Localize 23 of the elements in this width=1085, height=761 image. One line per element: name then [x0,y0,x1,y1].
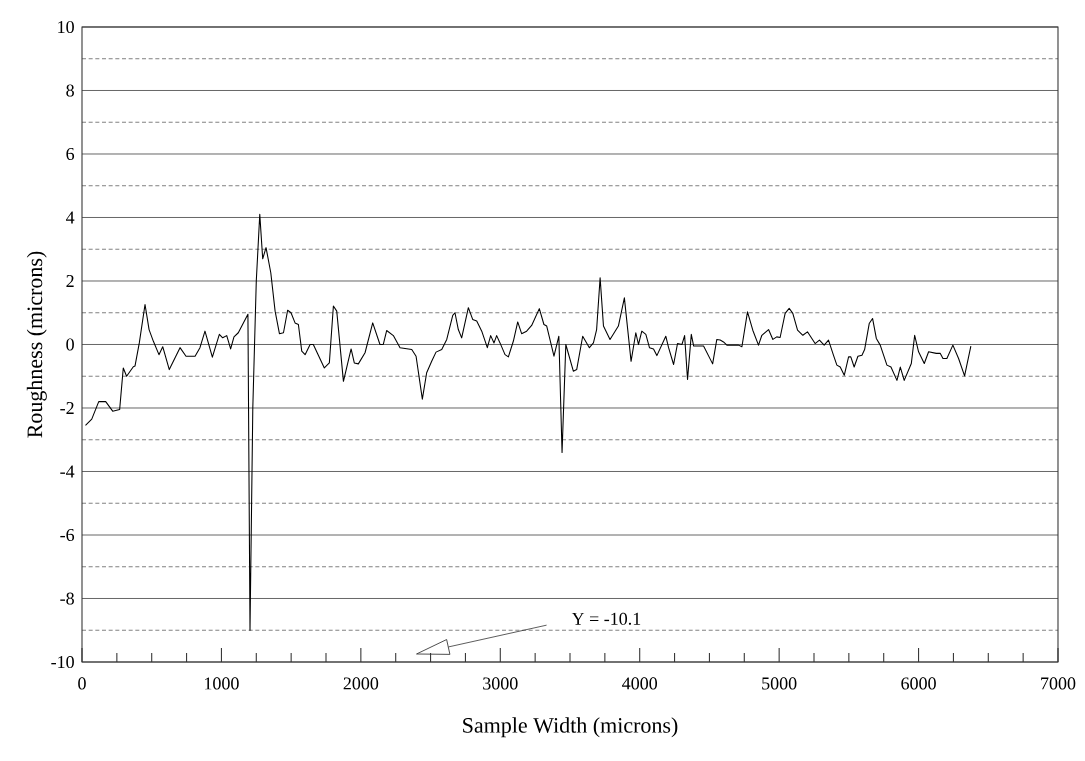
x-axis-title: Sample Width (microns) [463,717,678,738]
y-tick-label: 0 [66,338,74,351]
x-tick-label: 2000 [343,677,379,690]
annotation: Y = -10.1 [571,612,641,625]
y-tick-label: -2 [60,402,74,414]
y-axis-title: Roughness (microns) [26,251,47,438]
x-tick-label: 4000 [622,677,658,690]
x-tick-label: 3000 [483,677,518,690]
x-tick-label: 1000 [205,677,239,690]
y-tick-label: 4 [65,211,75,224]
y-tick-label: -6 [60,528,75,542]
y-tick-label: 2 [66,275,74,287]
y-tick-label: -4 [60,465,75,478]
y-tick-label: -10 [51,655,74,669]
y-tick-label: 8 [66,84,74,97]
x-tick-label: 6000 [901,677,936,690]
line-series [84,213,972,631]
x-tick-label: 0 [78,677,86,690]
y-tick-label: 10 [58,20,74,34]
y-tick-label: -8 [60,592,74,605]
x-tick-label: 7000 [1041,677,1076,690]
x-tick-label: 5000 [762,677,797,690]
y-tick-label: 6 [66,147,75,161]
